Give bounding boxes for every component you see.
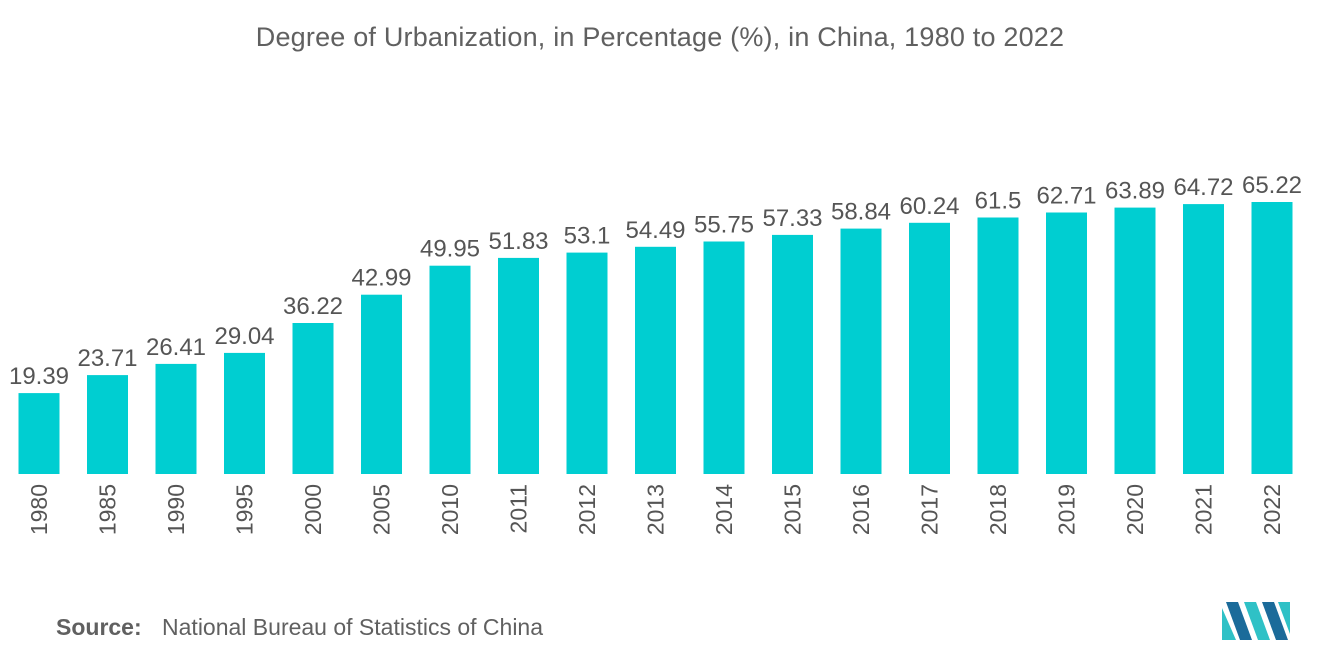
x-tick-label-2014: 2014: [711, 484, 737, 535]
x-tick-label-2012: 2012: [574, 484, 600, 535]
value-label-1980: 19.39: [9, 363, 69, 390]
value-label-1985: 23.71: [77, 345, 137, 372]
x-tick-label-2018: 2018: [985, 484, 1011, 535]
x-tick-label-2013: 2013: [643, 484, 669, 535]
bar-2014: [703, 241, 745, 474]
source-note: Source: National Bureau of Statistics of…: [56, 614, 543, 641]
value-label-2000: 36.22: [283, 293, 343, 320]
value-label-2022: 65.22: [1242, 172, 1302, 199]
bar-2016: [840, 228, 882, 474]
bar-2020: [1114, 207, 1156, 474]
x-tick-label-1990: 1990: [163, 484, 189, 535]
value-label-2010: 49.95: [420, 236, 480, 263]
x-tick-label-2021: 2021: [1191, 484, 1217, 535]
bar-2012: [566, 252, 608, 474]
source-text: National Bureau of Statistics of China: [162, 614, 544, 640]
value-label-2013: 54.49: [625, 217, 685, 244]
x-tick-label-2011: 2011: [506, 484, 532, 533]
value-label-2016: 58.84: [831, 199, 891, 226]
value-label-2021: 64.72: [1173, 174, 1233, 201]
x-tick-label-2019: 2019: [1054, 484, 1080, 535]
mordor-intelligence-logo-icon: [1222, 602, 1290, 640]
x-tick-label-2022: 2022: [1259, 484, 1285, 535]
bar-1995: [224, 352, 265, 474]
value-label-2018: 61.5: [975, 188, 1022, 215]
source-label: Source:: [56, 614, 142, 640]
value-label-1990: 26.41: [146, 334, 206, 361]
bar-1980: [18, 393, 60, 474]
bar-2011: [498, 257, 539, 474]
bar-2005: [361, 294, 402, 474]
value-label-2020: 63.89: [1105, 178, 1165, 205]
bar-2013: [635, 246, 676, 474]
x-tick-label-2005: 2005: [369, 484, 395, 535]
bar-1985: [87, 375, 128, 474]
value-label-2005: 42.99: [351, 265, 411, 292]
x-tick-label-1995: 1995: [232, 484, 258, 535]
x-tick-label-2016: 2016: [848, 484, 874, 535]
bar-2000: [292, 323, 334, 474]
value-label-2019: 62.71: [1036, 183, 1096, 210]
value-label-2014: 55.75: [694, 212, 754, 239]
x-tick-label-2017: 2017: [917, 484, 943, 535]
bar-2017: [909, 222, 950, 474]
x-tick-label-2020: 2020: [1122, 484, 1148, 535]
value-label-1995: 29.04: [214, 323, 274, 350]
bar-2010: [429, 265, 471, 474]
value-label-2012: 53.1: [564, 223, 611, 250]
bar-1990: [155, 363, 197, 474]
x-tick-label-1985: 1985: [95, 484, 121, 535]
bar-2015: [772, 234, 813, 474]
bar-2018: [977, 217, 1019, 474]
bar-2019: [1046, 212, 1087, 474]
value-label-2017: 60.24: [899, 193, 959, 220]
x-tick-label-2015: 2015: [780, 484, 806, 535]
x-tick-label-2000: 2000: [300, 484, 326, 535]
bar-2021: [1183, 204, 1224, 474]
x-tick-label-2010: 2010: [437, 484, 463, 535]
chart-title: Degree of Urbanization, in Percentage (%…: [255, 22, 1065, 52]
bar-2022: [1251, 202, 1293, 474]
x-tick-label-1980: 1980: [26, 484, 52, 535]
value-label-2011: 51.83: [488, 228, 548, 255]
value-label-2015: 57.33: [762, 205, 822, 232]
